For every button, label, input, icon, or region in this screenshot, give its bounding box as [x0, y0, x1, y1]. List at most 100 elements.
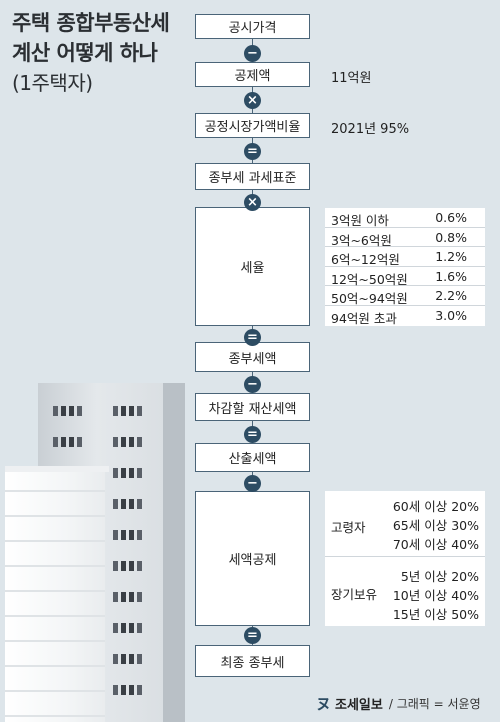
floor-line [5, 640, 105, 642]
window-pane [137, 499, 142, 509]
tax-bracket: 3억원 이하 [331, 213, 389, 228]
step-label: 세율 [240, 261, 265, 276]
floor-line [5, 715, 105, 717]
window-pane [137, 623, 142, 633]
window-pane [121, 406, 126, 416]
step-label: 종부세액 [228, 351, 277, 367]
connector-line [252, 137, 253, 144]
title-line-2: 계산 어떻게 하나 [12, 41, 158, 65]
connector-line [252, 325, 253, 330]
window [113, 561, 147, 571]
panel-divider [325, 556, 485, 557]
minus-icon: − [244, 475, 261, 492]
back-building-shade [163, 383, 185, 722]
tax-credit-panel: 고령자 60세 이상 20% 65세 이상 30% 70세 이상 40% 장기보… [325, 491, 485, 626]
connector-line [252, 160, 253, 165]
window [113, 592, 147, 602]
title-line-3: (1주택자) [12, 71, 93, 95]
minus-icon: − [244, 376, 261, 393]
equals-icon: = [244, 426, 261, 443]
tax-bracket: 12억~50억원 [331, 271, 408, 287]
window [53, 437, 87, 447]
publisher-logo: 조세일보 [335, 698, 383, 713]
step-label: 공시가격 [228, 21, 277, 36]
elderly-item: 70세 이상 40% [392, 537, 479, 552]
window-pane [121, 530, 126, 540]
floor-line [5, 690, 105, 692]
page-title: 주택 종합부동산세 계산 어떻게 하나 (1주택자) [12, 8, 170, 98]
equals-icon: = [244, 143, 261, 160]
longterm-item: 10년 이상 40% [392, 588, 479, 603]
window-pane [113, 468, 118, 478]
step-label: 산출세액 [228, 452, 277, 467]
footer-credit: ヌ 조세일보 / 그래픽 = 서윤영 [316, 693, 481, 714]
title-line-1: 주택 종합부동산세 [12, 11, 170, 35]
ratio-note: 2021년 95% [331, 122, 410, 137]
window [113, 530, 147, 540]
step-label: 최종 종부세 [220, 655, 285, 671]
window-pane [113, 530, 118, 540]
connector-line [252, 625, 253, 627]
tax-rate-table: 3억원 이하 0.6% 3억~6억원 0.8% 6억~12억원 1.2% 12억~50억원 1… [325, 208, 485, 326]
floor-line [5, 615, 105, 617]
step-label: 종부세 과세표준 [208, 171, 297, 186]
window-pane [53, 437, 58, 447]
elderly-label: 고령자 [331, 520, 366, 535]
window-pane [137, 437, 142, 447]
window-pane [129, 468, 134, 478]
logo-mark-icon: ヌ [316, 695, 332, 713]
window-pane [113, 623, 118, 633]
step-property-tax-deduct: 차감할 재산세액 [195, 393, 310, 421]
window-pane [113, 499, 118, 509]
window-pane [129, 654, 134, 664]
connector-line [252, 86, 253, 93]
window-pane [77, 406, 82, 416]
equals-icon: = [244, 329, 261, 346]
graphic-credit: / 그래픽 = 서윤영 [388, 697, 481, 711]
longterm-item: 15년 이상 50% [392, 607, 479, 622]
connector-line [252, 108, 253, 115]
window [113, 685, 147, 695]
connector-line [252, 420, 253, 427]
window-pane [113, 406, 118, 416]
window [113, 437, 147, 447]
tax-rate-value: 2.2% [435, 288, 467, 304]
window-pane [77, 437, 82, 447]
step-tax-rate: 세율 [195, 207, 310, 326]
window [113, 654, 147, 664]
window-pane [121, 437, 126, 447]
tax-bracket: 50억~94억원 [331, 291, 408, 307]
window-pane [61, 437, 66, 447]
tax-rate-value: 0.8% [435, 229, 467, 245]
window-pane [69, 406, 74, 416]
step-fair-market-ratio: 공정시장가액비율 [195, 113, 310, 138]
window-pane [113, 592, 118, 602]
connector-line [252, 38, 253, 49]
connector-line [252, 371, 253, 377]
window-pane [121, 654, 126, 664]
multiply-icon: × [244, 194, 261, 211]
window-pane [121, 499, 126, 509]
window-pane [69, 437, 74, 447]
window-pane [129, 437, 134, 447]
window-pane [121, 468, 126, 478]
tax-rate-value: 0.6% [435, 210, 467, 225]
window-pane [129, 685, 134, 695]
window-pane [113, 685, 118, 695]
floor-line [5, 565, 105, 567]
window-pane [129, 499, 134, 509]
window-pane [61, 406, 66, 416]
window-pane [129, 623, 134, 633]
window-pane [129, 592, 134, 602]
window-pane [129, 561, 134, 571]
step-final-tax: 최종 종부세 [195, 645, 310, 677]
step-calculated-tax: 산출세액 [195, 443, 310, 472]
deduction-note: 11억원 [331, 71, 372, 86]
tax-rate-row: 3억원 이하 0.6% [325, 208, 485, 228]
tax-rate-row: 94억원 초과 3.0% [325, 306, 485, 326]
front-building [5, 470, 105, 722]
step-label: 공제액 [234, 69, 271, 84]
window [53, 406, 87, 416]
window-pane [113, 437, 118, 447]
step-tax-amount: 종부세액 [195, 342, 310, 372]
